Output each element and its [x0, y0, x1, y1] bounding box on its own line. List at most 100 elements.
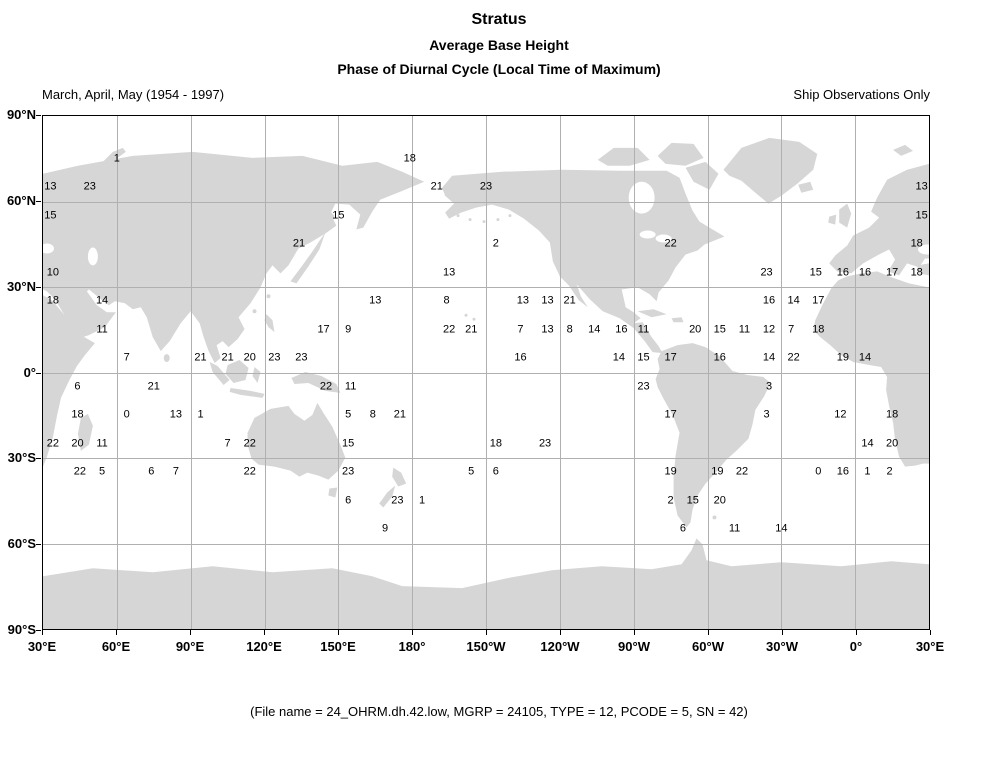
data-point: 22 [46, 437, 59, 450]
novaya-zemlya [102, 147, 126, 164]
aleutian-island [482, 220, 486, 224]
data-point: 23 [83, 180, 96, 193]
grid-line-horizontal [43, 372, 929, 374]
data-point: 16 [858, 266, 872, 279]
data-point: 8 [443, 294, 450, 307]
data-point: 14 [612, 351, 626, 364]
data-point: 14 [762, 351, 776, 364]
taiwan [266, 294, 271, 299]
data-point: 6 [345, 494, 352, 507]
data-point: 11 [728, 522, 741, 535]
data-point: 23 [760, 266, 773, 279]
observation-source-label: Ship Observations Only [793, 87, 930, 102]
australia [247, 402, 346, 480]
hainan [252, 309, 257, 314]
x-axis-tick [930, 630, 931, 635]
data-point: 17 [885, 266, 899, 279]
svalbard [893, 144, 914, 156]
x-axis-label: 180° [398, 639, 426, 654]
data-point: 3 [763, 408, 770, 421]
x-axis-label: 30°W [766, 639, 798, 654]
ireland [828, 214, 837, 225]
data-point: 18 [403, 152, 416, 165]
data-point: 20 [243, 351, 256, 364]
data-point: 15 [809, 266, 822, 279]
data-point: 17 [664, 351, 677, 364]
data-point: 22 [319, 380, 333, 393]
data-point: 7 [172, 465, 179, 478]
x-axis-label: 150°W [466, 639, 506, 654]
data-point: 14 [787, 294, 800, 307]
south-america [655, 343, 771, 528]
aleutian-island [508, 214, 512, 218]
data-point: 14 [95, 294, 109, 307]
aleutian-island [496, 218, 500, 222]
x-axis-label: 120°W [540, 639, 580, 654]
data-point: 13 [541, 294, 554, 307]
data-point: 2 [667, 494, 674, 507]
data-point: 6 [148, 465, 155, 478]
y-axis-label: 30°S [7, 450, 36, 465]
data-point: 3 [765, 380, 773, 393]
black-sea-west-edge [43, 243, 54, 254]
data-point: 6 [679, 522, 686, 535]
iceland [798, 181, 814, 193]
data-point: 23 [637, 380, 650, 393]
continent-eurasia [43, 151, 425, 364]
data-point: 15 [637, 351, 650, 364]
data-point: 2 [886, 465, 893, 478]
data-point: 1 [197, 408, 204, 421]
data-point: 18 [910, 266, 923, 279]
y-axis-label: 60°N [6, 193, 36, 208]
data-point: 21 [465, 323, 478, 336]
season-range-label: March, April, May (1954 - 1997) [42, 87, 225, 102]
x-axis-tick [412, 630, 413, 635]
data-point: 21 [221, 351, 234, 364]
data-point: 14 [861, 437, 874, 450]
x-axis-tick [708, 630, 709, 635]
x-axis-label: 30°E [27, 639, 57, 654]
y-axis-tick [36, 201, 41, 202]
arctic-archipelago-west [597, 147, 650, 166]
new-zealand-north [392, 467, 407, 487]
data-point: 10 [46, 266, 59, 279]
x-axis-tick [486, 630, 487, 635]
data-point: 12 [834, 408, 847, 421]
data-point: 18 [910, 237, 923, 250]
tasmania [328, 487, 338, 498]
data-point: 21 [292, 237, 306, 250]
data-point: 22 [243, 437, 256, 450]
data-point: 1 [864, 465, 871, 478]
y-axis-tick [36, 458, 41, 459]
hudson-bay [628, 181, 655, 214]
y-axis-label: 30°N [6, 279, 36, 294]
x-axis-tick [116, 630, 117, 635]
aleutian-island [468, 218, 472, 222]
turkey [917, 263, 929, 276]
sakhalin [327, 211, 335, 230]
north-america [442, 169, 725, 354]
new-zealand-south [379, 485, 396, 508]
data-point: 22 [787, 351, 800, 364]
greenland [723, 137, 818, 204]
x-axis-label: 150°E [320, 639, 356, 654]
data-point: 17 [317, 323, 330, 336]
data-point: 22 [442, 323, 456, 336]
data-point: 16 [713, 351, 726, 364]
data-point: 20 [689, 323, 702, 336]
data-point: 19 [836, 351, 849, 364]
data-point: 13 [44, 180, 57, 193]
data-point: 14 [775, 522, 788, 535]
data-point: 22 [735, 465, 749, 478]
data-point: 21 [393, 408, 406, 421]
figure-subtitle-1: Average Base Height [429, 37, 569, 53]
data-point: 8 [566, 323, 573, 336]
data-point: 16 [762, 294, 776, 307]
data-point: 0 [123, 408, 130, 421]
figure-title: Stratus [471, 11, 527, 28]
data-point: 9 [382, 522, 389, 535]
data-point: 7 [788, 323, 795, 336]
caspian-sea [87, 247, 98, 266]
data-point: 21 [194, 351, 207, 364]
